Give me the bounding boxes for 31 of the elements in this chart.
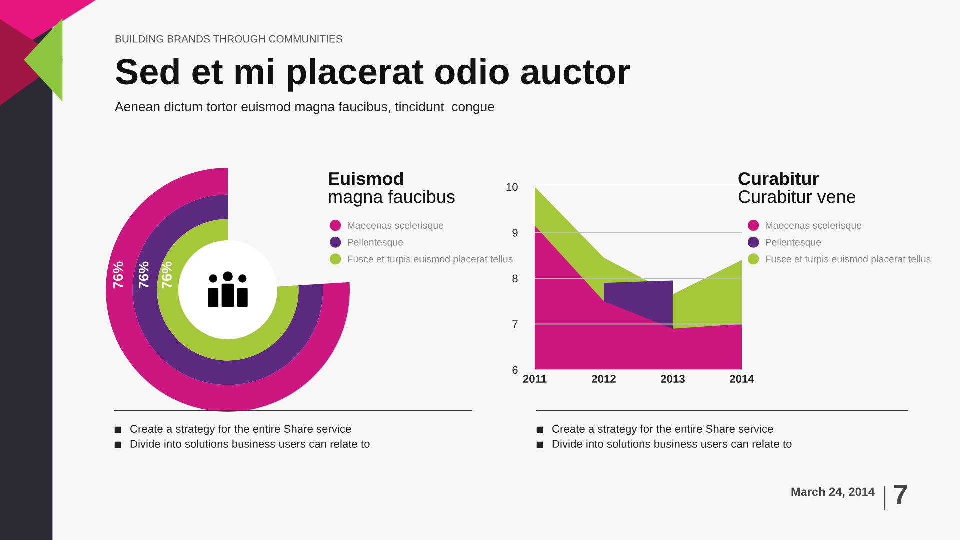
y-tick-label: 10 <box>506 183 518 192</box>
y-tick-label: 8 <box>512 274 518 283</box>
text: BUILDING BRANDS THROUGH COMMUNITIES <box>116 35 342 43</box>
text: Create a strategy for the entire Share service <box>130 424 352 436</box>
x-tick-label: 2013 <box>661 375 685 384</box>
y-tick-label: 9 <box>512 229 518 237</box>
x-tick-label: 2012 <box>592 375 616 384</box>
data-label: 76% <box>162 262 172 289</box>
text: 7 <box>894 485 908 504</box>
text: Sed et mi placerat odio auctor <box>116 58 630 92</box>
text: March 24, 2014 <box>792 487 875 498</box>
y-tick-label: 7 <box>512 320 518 328</box>
text: Divide into solutions business users can relate to <box>130 440 370 448</box>
text: Aenean dictum tortor euismod magna faucibus, tincidunt congue <box>115 102 494 114</box>
legend-label: Maecenas scelerisque <box>766 222 862 231</box>
text: Curabitur <box>738 172 819 186</box>
category-label: Fusce et turpis euismod placerat tellus <box>348 256 513 265</box>
legend-label: Fusce et turpis euismod placerat tellus <box>766 256 931 265</box>
data-label: 76% <box>113 262 124 289</box>
x-tick-label: 2011 <box>523 375 547 384</box>
text: Euismod <box>329 172 404 186</box>
text: Curabitur vene <box>738 190 856 204</box>
text: magna faucibus <box>329 190 455 207</box>
category-label: Maecenas scelerisque <box>348 222 444 231</box>
legend-label: Pellentesque <box>766 238 822 248</box>
category-label: Pellentesque <box>348 238 404 248</box>
y-tick-label: 6 <box>512 366 518 374</box>
x-tick-label: 2014 <box>730 375 754 384</box>
text: Divide into solutions business users can relate to <box>552 440 792 448</box>
text: Create a strategy for the entire Share service <box>552 424 774 436</box>
data-label: 76% <box>138 262 149 289</box>
